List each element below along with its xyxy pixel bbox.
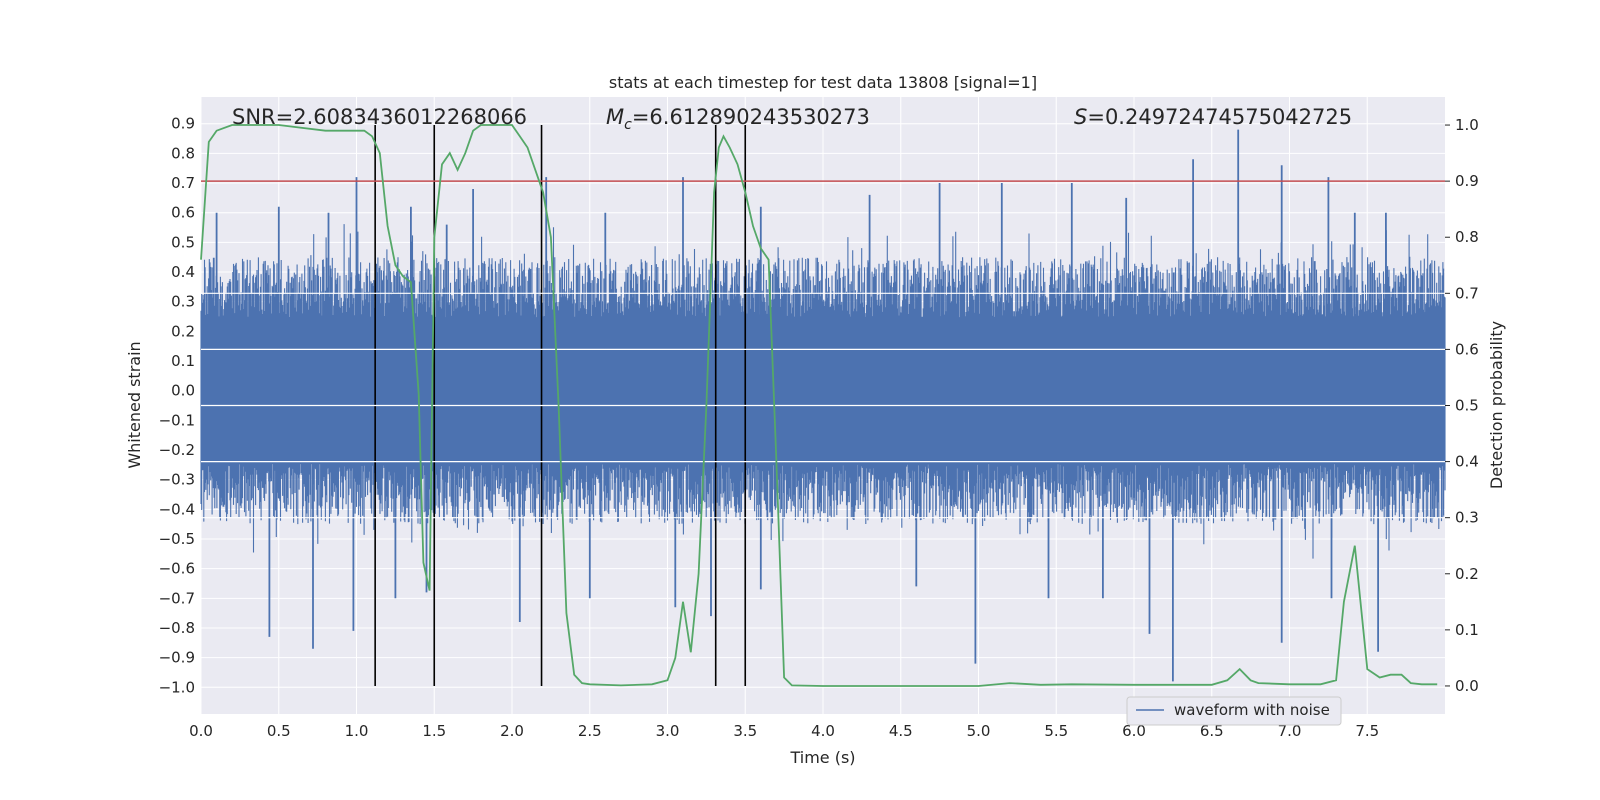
legend-box (1126, 696, 1342, 726)
probability-line (200, 124, 1438, 687)
y-right-tick-label: 1.0 (1455, 116, 1479, 134)
y-right-tick-label: 0.6 (1455, 340, 1479, 358)
y-left-tick-label: 0.8 (171, 144, 195, 162)
y-right-tick-label: 0.2 (1455, 565, 1479, 583)
s-symbol: S (1074, 105, 1087, 129)
y-right-tick-label: 0.8 (1455, 228, 1479, 246)
x-tick-label: 0.5 (267, 722, 291, 740)
y-left-tick-label: 0.6 (171, 204, 195, 222)
x-tick-label: 1.5 (422, 722, 446, 740)
y-left-tick-label: 0.4 (171, 263, 195, 281)
s-value: =0.24972474575042725 (1087, 105, 1352, 129)
y-left-tick-label: −0.8 (159, 619, 195, 637)
chirp-mass-subscript: c (624, 117, 632, 133)
y-left-tick-label: −0.3 (159, 471, 195, 489)
y-left-tick-label: −0.6 (159, 560, 195, 578)
threshold-line-group (201, 180, 1445, 519)
x-tick-label: 5.0 (967, 722, 991, 740)
chirp-mass-annotation: Mc=6.612890243530273 (606, 105, 870, 133)
x-axis-label: Time (s) (789, 748, 855, 767)
legend-label-waveform: waveform with noise (1174, 701, 1330, 719)
x-tick-label: 2.5 (578, 722, 602, 740)
y-left-tick-label: −0.1 (159, 411, 195, 429)
x-tick-label: 5.5 (1044, 722, 1068, 740)
x-tick-label: 0.0 (189, 722, 213, 740)
y-left-axis-label: Whitened strain (125, 341, 144, 468)
x-tick-label: 7.0 (1278, 722, 1302, 740)
chirp-mass-symbol: M (606, 105, 624, 129)
y-left-tick-label: −0.4 (159, 500, 195, 518)
x-tick-label: 2.0 (500, 722, 524, 740)
waveform-spikes (215, 129, 1387, 682)
y-left-tick-label: −1.0 (159, 678, 195, 696)
legend: waveform with noise (1126, 696, 1342, 726)
y-left-tick-label: 0.2 (171, 322, 195, 340)
y-left-tick-label: 0.5 (171, 233, 195, 251)
x-tick-label: 6.0 (1122, 722, 1146, 740)
x-tick-label: 3.5 (733, 722, 757, 740)
y-left-tick-label: 0.1 (171, 352, 195, 370)
y-left-tick-label: 0.0 (171, 382, 195, 400)
y-left-tick-label: −0.5 (159, 530, 195, 548)
y-left-tick-label: 0.9 (171, 115, 195, 133)
x-tick-label: 7.5 (1355, 722, 1379, 740)
y-right-tick-label: 0.5 (1455, 397, 1479, 415)
y-left-tick-label: −0.9 (159, 649, 195, 667)
y-left-tick-label: 0.3 (171, 293, 195, 311)
y-right-tick-label: 0.0 (1455, 677, 1479, 695)
y-right-axis-label: Detection probability (1487, 321, 1506, 489)
y-left-tick-labels: 0.9 0.8 0.7 0.6 0.5 0.4 0.3 0.2 0.1 0.0 −0.1 −0.2 −0… (159, 115, 195, 697)
chart-title: stats at each timestep for test data 138… (609, 73, 1037, 92)
x-tick-label: 1.0 (345, 722, 369, 740)
x-tick-label: 4.0 (811, 722, 835, 740)
x-tick-label: 4.5 (889, 722, 913, 740)
y-right-tick-label: 0.3 (1455, 509, 1479, 527)
waveform-line (200, 224, 1446, 559)
waveform-series (200, 129, 1446, 682)
y-left-tick-label: −0.7 (159, 589, 195, 607)
y-right-tick-labels: 0.0 0.1 0.2 0.3 0.4 0.5 0.6 0.7 0.8 0.9 1.0 (1445, 116, 1479, 695)
y-right-tick-label: 0.1 (1455, 621, 1479, 639)
x-tick-label: 6.5 (1200, 722, 1224, 740)
s-annotation: S=0.24972474575042725 (1074, 105, 1352, 129)
y-right-tick-label: 0.9 (1455, 172, 1479, 190)
x-tick-label: 3.0 (656, 722, 680, 740)
y-right-tick-label: 0.4 (1455, 453, 1479, 471)
x-tick-labels: 0.0 0.5 1.0 1.5 2.0 2.5 3.0 3.5 4.0 4.5 5.0 5.5 6.0 6… (189, 722, 1379, 740)
y-left-tick-label: −0.2 (159, 441, 195, 459)
chirp-mass-value: =6.612890243530273 (632, 105, 870, 129)
y-right-tick-label: 0.7 (1455, 284, 1479, 302)
snr-annotation: SNR=2.6083436012268066 (232, 105, 527, 129)
probability-series-group (200, 124, 1438, 687)
y-left-tick-label: 0.7 (171, 174, 195, 192)
